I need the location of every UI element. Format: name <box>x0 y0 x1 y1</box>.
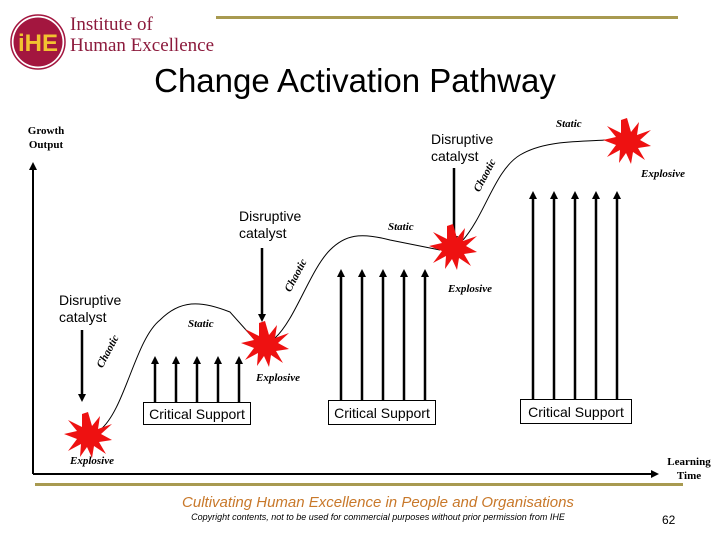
static-label-2: Static <box>388 221 414 233</box>
logo-initials: iHE <box>18 30 58 57</box>
static-label-3: Static <box>556 118 582 130</box>
catalyst-label-3: Disruptive catalyst <box>431 131 494 164</box>
critical-support-box-3: Critical Support <box>520 399 632 424</box>
page-number: 62 <box>662 513 676 527</box>
org-name-line1: Institute of <box>70 14 153 35</box>
top-rule <box>216 16 678 19</box>
explosive-label-3: Explosive <box>448 283 492 295</box>
footer-tagline: Cultivating Human Excellence in People a… <box>182 494 574 511</box>
catalyst-label-2: Disruptive catalyst <box>239 208 302 241</box>
critical-support-box-1: Critical Support <box>143 402 251 425</box>
explosive-label-2: Explosive <box>256 372 300 384</box>
support-arrows-3 <box>529 191 621 399</box>
org-name: Institute of Human Excellence <box>70 14 214 56</box>
page-title: Change Activation Pathway <box>154 62 556 99</box>
support-arrows-1 <box>151 356 243 402</box>
bottom-rule <box>35 483 683 486</box>
logo-emblem: iHE <box>10 14 66 70</box>
explosion-starburst-icon <box>603 118 651 164</box>
footer-copyright: Copyright contents, not to be used for c… <box>191 512 565 522</box>
static-label-1: Static <box>188 318 214 330</box>
catalyst-label-1: Disruptive catalyst <box>59 292 122 325</box>
org-name-line2: Human Excellence <box>70 35 215 56</box>
explosive-label-4: Explosive <box>641 168 685 180</box>
y-axis-label: Growth Output <box>27 125 65 151</box>
support-arrows-2 <box>337 269 429 400</box>
critical-support-box-2: Critical Support <box>328 400 436 425</box>
explosive-label-1: Explosive <box>70 455 114 467</box>
explosion-starburst-icon <box>241 321 289 367</box>
x-axis-label: Learning Time <box>667 456 711 482</box>
explosion-starburst-icon <box>64 412 112 458</box>
growth-curve <box>99 139 606 431</box>
